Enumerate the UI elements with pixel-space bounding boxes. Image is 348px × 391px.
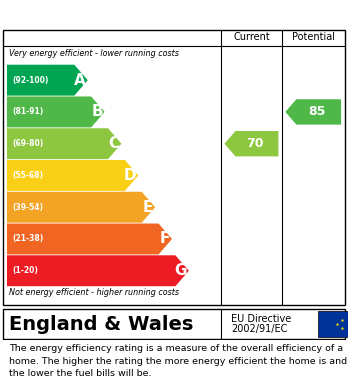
Polygon shape	[7, 160, 138, 191]
Polygon shape	[7, 97, 105, 127]
Text: The energy efficiency rating is a measure of the overall efficiency of a home. T: The energy efficiency rating is a measur…	[9, 344, 347, 378]
Text: D: D	[124, 168, 136, 183]
Text: E: E	[143, 200, 153, 215]
Text: 70: 70	[246, 137, 263, 150]
Polygon shape	[7, 192, 155, 223]
Polygon shape	[7, 65, 88, 96]
Text: F: F	[160, 231, 170, 246]
Text: (92-100): (92-100)	[12, 76, 49, 85]
Polygon shape	[7, 255, 189, 286]
Text: (21-38): (21-38)	[12, 235, 44, 244]
Bar	[318, 311, 348, 337]
Text: G: G	[175, 263, 187, 278]
Text: Not energy efficient - higher running costs: Not energy efficient - higher running co…	[9, 289, 179, 298]
Text: (39-54): (39-54)	[12, 203, 43, 212]
Polygon shape	[7, 128, 121, 159]
Text: (69-80): (69-80)	[12, 139, 44, 148]
Text: (81-91): (81-91)	[12, 108, 44, 117]
Polygon shape	[224, 131, 278, 156]
Text: (1-20): (1-20)	[12, 266, 38, 275]
Text: 2002/91/EC: 2002/91/EC	[231, 324, 288, 334]
Text: Potential: Potential	[292, 32, 335, 42]
Polygon shape	[285, 99, 341, 125]
Text: (55-68): (55-68)	[12, 171, 43, 180]
Text: B: B	[91, 104, 103, 119]
Text: England & Wales: England & Wales	[9, 315, 193, 334]
Polygon shape	[7, 224, 172, 255]
Text: Very energy efficient - lower running costs: Very energy efficient - lower running co…	[9, 49, 179, 58]
Text: Energy Efficiency Rating: Energy Efficiency Rating	[5, 6, 215, 21]
Text: C: C	[109, 136, 120, 151]
Text: EU Directive: EU Directive	[231, 314, 292, 324]
Text: 85: 85	[308, 106, 325, 118]
Text: Current: Current	[233, 32, 270, 42]
Text: A: A	[74, 73, 86, 88]
